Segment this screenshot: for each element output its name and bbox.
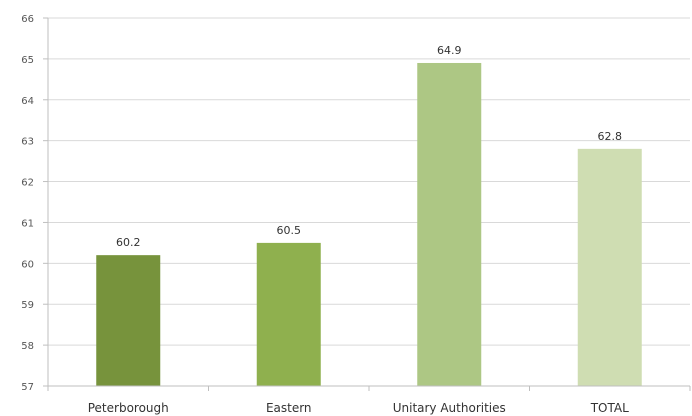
bar-unitary-authorities xyxy=(417,62,482,386)
data-label: 62.8 xyxy=(598,130,623,143)
y-tick-label: 66 xyxy=(21,14,34,25)
y-tick-label: 60 xyxy=(21,259,34,270)
y-axis-ticks: 57 58 59 60 61 62 63 64 65 66 xyxy=(21,14,34,393)
x-category-label: Peterborough xyxy=(88,401,169,415)
x-axis-categories: Peterborough Eastern Unitary Authorities TO… xyxy=(88,401,629,415)
x-category-label: Unitary Authorities xyxy=(393,401,506,415)
data-labels: 60.2 60.5 64.9 62.8 xyxy=(116,44,622,249)
y-tick-label: 58 xyxy=(21,341,34,352)
y-tick-label: 64 xyxy=(21,96,34,107)
y-tick-label: 62 xyxy=(21,178,34,189)
data-label: 64.9 xyxy=(437,44,462,57)
y-tick-label: 59 xyxy=(21,300,34,311)
bar-eastern xyxy=(256,242,321,386)
x-category-label: TOTAL xyxy=(590,401,629,415)
data-label: 60.5 xyxy=(277,224,302,237)
y-tick-label: 61 xyxy=(21,218,34,229)
y-tick-label: 63 xyxy=(21,137,34,148)
axes xyxy=(43,17,691,391)
y-tick-label: 57 xyxy=(21,382,34,393)
bars xyxy=(96,62,642,386)
bar-peterborough xyxy=(96,255,161,386)
x-category-label: Eastern xyxy=(266,401,312,415)
bar-total xyxy=(577,148,642,386)
y-tick-label: 65 xyxy=(21,55,34,66)
data-label: 60.2 xyxy=(116,236,141,249)
